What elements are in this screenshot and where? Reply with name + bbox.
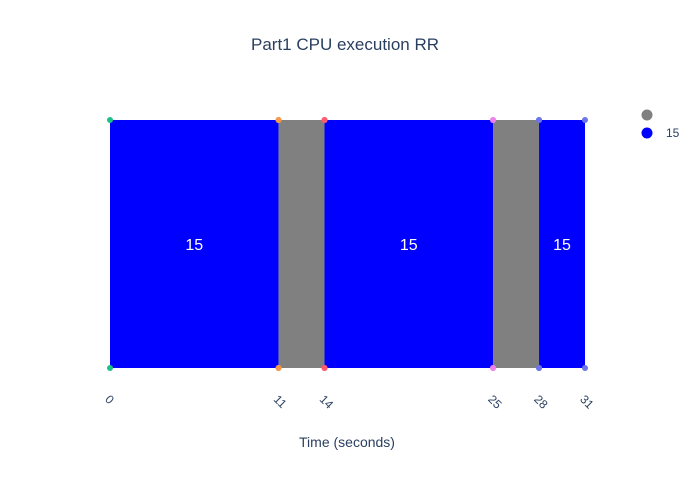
segment-0-start-marker-top[interactable]	[107, 117, 113, 123]
x-tick-label: 11	[271, 392, 290, 411]
segment-3-start-marker-top[interactable]	[490, 117, 497, 123]
chart-title: Part1 CPU execution RR	[251, 35, 439, 54]
segment-1-start-marker-top[interactable]	[275, 117, 282, 123]
segment-2-start-marker-bottom[interactable]	[321, 365, 328, 371]
segment-label-4: 15	[553, 237, 571, 254]
segment-bar-3[interactable]	[493, 120, 540, 368]
segment-labels: 15 15 15	[185, 237, 571, 254]
segment-2-start-marker-top[interactable]	[321, 117, 328, 123]
legend-marker-0[interactable]	[641, 109, 653, 121]
x-tick-label: 14	[317, 392, 337, 412]
x-tick-label: 28	[531, 392, 551, 412]
segment-label-0: 15	[185, 237, 203, 254]
segment-bar-1[interactable]	[278, 120, 325, 368]
segment-bar-0[interactable]	[110, 120, 279, 368]
segment-label-2: 15	[400, 237, 418, 254]
segment-4-start-marker-top[interactable]	[536, 117, 543, 123]
legend-marker-1[interactable]	[641, 127, 653, 139]
segment-1-start-marker-bottom[interactable]	[275, 365, 282, 371]
legend-label-1[interactable]: 15	[666, 126, 680, 140]
plot-area	[110, 120, 585, 368]
x-tick-label: 25	[485, 392, 505, 412]
segment-markers	[107, 117, 588, 371]
x-tick-label: 31	[577, 392, 597, 412]
segment-0-start-marker-bottom[interactable]	[107, 365, 113, 371]
segment-bar-2[interactable]	[324, 120, 494, 368]
segment-bar-4[interactable]	[539, 120, 585, 368]
segment-4-end-marker-bottom[interactable]	[582, 365, 588, 371]
x-axis-title: Time (seconds)	[299, 434, 395, 450]
segment-3-start-marker-bottom[interactable]	[490, 365, 497, 371]
x-axis-ticks: 0 11 14 25 28 31	[102, 392, 597, 412]
x-tick-label: 0	[102, 392, 117, 407]
segment-4-start-marker-bottom[interactable]	[536, 365, 543, 371]
segment-4-end-marker-top[interactable]	[582, 117, 588, 123]
legend[interactable]: 15	[641, 109, 680, 141]
